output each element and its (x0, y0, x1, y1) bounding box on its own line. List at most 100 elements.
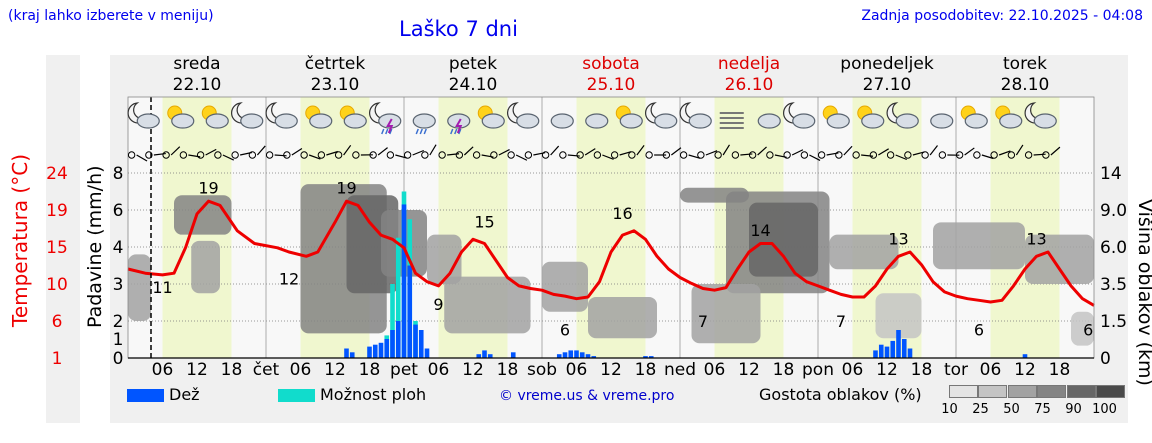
hour-tick: 18 (359, 360, 381, 380)
hour-tick: 06 (842, 360, 864, 380)
density-swatch (1037, 385, 1067, 398)
density-swatch (978, 385, 1008, 398)
rain-bar (1022, 354, 1028, 358)
sun-cloud-icon (167, 105, 195, 129)
hour-tick: 18 (497, 360, 519, 380)
rain-drop (381, 128, 385, 135)
cloud-height-tick: 3.5 (1100, 275, 1127, 295)
wind-station-marker (214, 151, 222, 159)
hour-tick: 12 (738, 360, 760, 380)
hour-tick: sob (527, 360, 557, 380)
cloud-glyph (964, 113, 988, 129)
cloud-glyph (516, 113, 540, 129)
moon-cloud-icon (265, 102, 298, 129)
hour-tick: 12 (186, 360, 208, 380)
day-date: 23.10 (311, 75, 360, 95)
cloud-glyph (136, 113, 160, 129)
rain-legend-swatch (127, 389, 164, 402)
temperature-label: 13 (1026, 229, 1046, 248)
wind-barb (274, 154, 287, 157)
wind-station-marker (904, 151, 912, 159)
wind-barb (308, 154, 321, 160)
wind-station-marker (317, 151, 326, 159)
wind-barb (550, 145, 560, 156)
cloud-glyph (1033, 113, 1057, 129)
rain-bar (344, 348, 349, 358)
rain-drop (415, 128, 419, 135)
cloud-glyph (481, 113, 505, 129)
wind-station-marker (438, 151, 446, 159)
wind-barb (998, 150, 1011, 156)
hour-tick: pet (390, 360, 418, 380)
wind-station-marker (938, 151, 947, 159)
wind-barb (671, 147, 682, 156)
sun-cloud-icon (960, 105, 988, 129)
rain-bar (487, 354, 493, 358)
wind-barb (584, 148, 596, 156)
cloud-glyph (274, 113, 298, 129)
wind-station-marker (766, 151, 774, 159)
precipitation-axis-label: Padavine (mm/h) (84, 165, 106, 328)
sun-cloud-icon (201, 105, 229, 129)
moon-cloud-icon (507, 102, 540, 129)
wind-barb (843, 145, 853, 156)
hour-tick: 18 (773, 360, 795, 380)
temperature-label: 6 (1083, 321, 1093, 340)
cloud-glyph (205, 113, 229, 129)
day-date: 26.10 (725, 75, 774, 95)
lightning-glyph (455, 118, 463, 134)
location-hint[interactable]: (kraj lahko izberete v meniju) (8, 8, 214, 24)
wind-station-marker (697, 151, 705, 159)
right-panel (1100, 55, 1128, 423)
temperature-tick: 24 (46, 164, 68, 184)
hour-tick: pon (802, 360, 834, 380)
wind-station-marker (645, 151, 653, 159)
density-step-label: 75 (1034, 402, 1051, 417)
wind-barb (1050, 146, 1061, 156)
hour-tick: 18 (221, 360, 243, 380)
density-step-label: 90 (1065, 402, 1082, 417)
moon-cloud-icon (783, 102, 816, 129)
rain-bar (476, 354, 482, 358)
wind-barb (636, 145, 645, 156)
wind-barb (326, 150, 339, 156)
wind-station-marker (835, 151, 843, 159)
density-swatch (1096, 385, 1125, 398)
wind-station-marker (541, 151, 550, 159)
wind-barb (343, 144, 352, 156)
left-panel (46, 55, 80, 423)
wind-station-marker (1007, 151, 1016, 159)
rain-bar (648, 356, 654, 358)
moon-cloud-icon (1024, 102, 1057, 129)
rain-bar (378, 342, 384, 358)
wind-station-marker (283, 151, 291, 159)
cloud-glyph (792, 113, 816, 129)
density-step-label: 10 (941, 402, 958, 417)
hour-tick: 12 (600, 360, 622, 380)
hour-tick: 06 (290, 360, 312, 380)
cloud-glyph (930, 113, 954, 129)
hour-tick: 06 (566, 360, 588, 380)
wind-station-marker (869, 151, 878, 159)
day-name: ponedeljek (840, 54, 934, 74)
fog-icon (719, 112, 744, 129)
moon-cloud-icon (231, 102, 264, 129)
rain-bar (562, 352, 568, 358)
rain-bar (424, 348, 430, 358)
hour-tick: 12 (1014, 360, 1036, 380)
hour-tick: 12 (324, 360, 346, 380)
rain-drop (389, 128, 393, 135)
cloud-height-tick: 0 (1100, 349, 1111, 369)
rain-bar (407, 265, 413, 358)
copyright-link[interactable]: © vreme.us & vreme.pro (499, 388, 675, 404)
rain-bar (482, 350, 487, 358)
wind-station-marker (421, 151, 429, 159)
wind-station-marker (248, 151, 257, 159)
wind-station-marker (714, 151, 722, 159)
rain-drop (458, 128, 462, 135)
cloud-layer (749, 202, 818, 277)
wind-barb (929, 145, 938, 156)
shower-legend-swatch (278, 389, 315, 402)
wind-station-marker (127, 151, 136, 159)
